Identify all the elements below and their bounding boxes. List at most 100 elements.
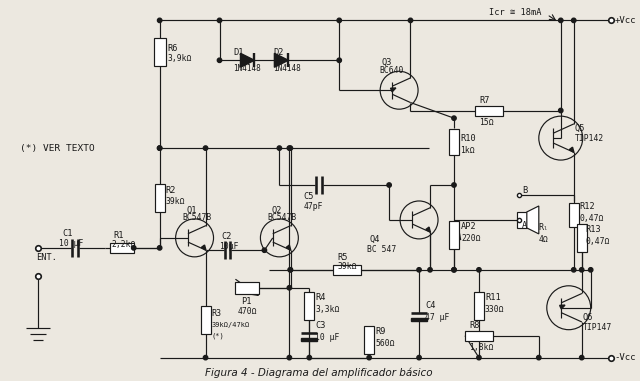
Text: Q1: Q1: [187, 205, 197, 215]
Text: 10 μF: 10 μF: [59, 239, 83, 248]
Circle shape: [559, 108, 563, 113]
Text: BC640: BC640: [379, 66, 404, 75]
Text: R13: R13: [586, 226, 602, 234]
Polygon shape: [275, 53, 289, 67]
Circle shape: [589, 267, 593, 272]
Bar: [154, 38, 166, 66]
Text: 1,8kΩ: 1,8kΩ: [469, 343, 493, 352]
Bar: [364, 326, 374, 354]
Bar: [200, 306, 211, 334]
Circle shape: [204, 355, 208, 360]
Text: 1kΩ: 1kΩ: [460, 146, 475, 155]
Text: R1: R1: [114, 231, 124, 240]
Text: C2: C2: [221, 232, 232, 241]
Circle shape: [288, 267, 292, 272]
Text: Q2: Q2: [271, 205, 282, 215]
Circle shape: [408, 18, 413, 22]
Text: BC547B: BC547B: [182, 213, 212, 223]
Text: (*): (*): [212, 333, 224, 339]
Text: Q5: Q5: [575, 124, 585, 133]
Circle shape: [157, 146, 162, 150]
Circle shape: [559, 18, 563, 22]
Polygon shape: [559, 305, 565, 309]
Text: R11: R11: [485, 293, 500, 302]
Bar: [236, 282, 259, 294]
Text: Q3: Q3: [381, 58, 392, 67]
Bar: [333, 265, 361, 275]
Circle shape: [157, 18, 162, 22]
Circle shape: [417, 267, 421, 272]
Bar: [577, 224, 587, 252]
Polygon shape: [390, 88, 396, 92]
Text: 560Ω: 560Ω: [375, 339, 395, 348]
Text: 3,3kΩ: 3,3kΩ: [316, 305, 340, 314]
Text: R8: R8: [469, 321, 479, 330]
Circle shape: [204, 146, 208, 150]
Circle shape: [218, 58, 221, 62]
Circle shape: [367, 355, 371, 360]
Circle shape: [452, 183, 456, 187]
Bar: [569, 203, 579, 227]
Text: BC 547: BC 547: [367, 245, 396, 255]
Text: A: A: [522, 221, 527, 231]
Circle shape: [477, 355, 481, 360]
Bar: [301, 338, 317, 341]
Circle shape: [157, 246, 162, 250]
Text: 2,2kΩ: 2,2kΩ: [112, 240, 136, 250]
Circle shape: [452, 267, 456, 272]
Circle shape: [572, 18, 576, 22]
Text: 1N4148: 1N4148: [234, 64, 261, 73]
Text: B: B: [522, 186, 527, 195]
Bar: [411, 318, 427, 321]
Text: (*) VER TEXTO: (*) VER TEXTO: [20, 144, 95, 153]
Circle shape: [536, 355, 541, 360]
Circle shape: [477, 267, 481, 272]
Text: 39kΩ: 39kΩ: [166, 197, 185, 207]
Text: Icr ≅ 18mA: Icr ≅ 18mA: [489, 8, 541, 17]
Circle shape: [387, 183, 391, 187]
Text: R10: R10: [460, 134, 476, 142]
Bar: [475, 106, 503, 115]
Circle shape: [287, 146, 292, 150]
Text: Rₗ: Rₗ: [539, 223, 549, 232]
Circle shape: [337, 18, 342, 22]
Text: 39kΩ: 39kΩ: [337, 263, 356, 271]
Circle shape: [288, 146, 292, 150]
Polygon shape: [570, 147, 574, 152]
Text: AP2: AP2: [461, 223, 477, 231]
Text: C5: C5: [303, 192, 314, 202]
Polygon shape: [241, 53, 255, 67]
Text: D1: D1: [234, 48, 244, 57]
Circle shape: [417, 355, 421, 360]
Text: R7: R7: [479, 96, 490, 105]
Polygon shape: [527, 206, 539, 234]
Text: C4: C4: [425, 301, 436, 310]
Circle shape: [307, 355, 312, 360]
Circle shape: [337, 58, 342, 62]
Text: 47 μF: 47 μF: [425, 313, 449, 322]
Text: Figura 4 - Diagrama del amplificador básico: Figura 4 - Diagrama del amplificador bás…: [205, 367, 433, 378]
Text: 4Ω: 4Ω: [539, 235, 548, 244]
Circle shape: [287, 286, 292, 290]
Circle shape: [277, 146, 282, 150]
Circle shape: [131, 246, 136, 250]
Bar: [449, 221, 459, 249]
Text: 10μF: 10μF: [220, 242, 239, 251]
Bar: [517, 212, 527, 228]
Text: R6: R6: [168, 44, 178, 53]
Text: D2: D2: [273, 48, 284, 57]
Text: TIP147: TIP147: [582, 323, 612, 332]
Text: R4: R4: [316, 293, 326, 302]
Text: R9: R9: [375, 327, 386, 336]
Bar: [465, 331, 493, 341]
Circle shape: [262, 248, 267, 252]
Text: 0,47Ω: 0,47Ω: [580, 215, 604, 223]
Bar: [474, 292, 484, 320]
Text: +Vcc: +Vcc: [614, 16, 636, 25]
Circle shape: [452, 116, 456, 120]
Text: 3,9kΩ: 3,9kΩ: [168, 54, 192, 63]
Text: ENT.: ENT.: [36, 253, 57, 263]
Text: 220Ω: 220Ω: [461, 234, 481, 243]
Text: R12: R12: [580, 202, 595, 211]
Circle shape: [572, 267, 576, 272]
